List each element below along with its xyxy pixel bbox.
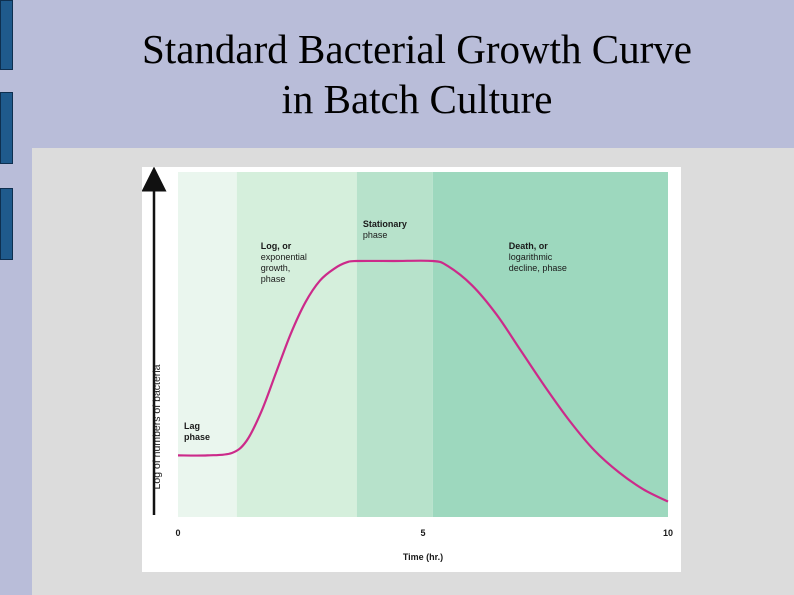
growth-curve-figure: Lag phase Log, or exponential growth, phase St… bbox=[141, 166, 681, 572]
phase-region-stationary bbox=[356, 172, 433, 517]
y-axis-label: Log of numbers of bacteria bbox=[151, 364, 163, 489]
x-axis-label: Time (hr.) bbox=[403, 552, 443, 562]
x-tick-label-5: 5 bbox=[420, 528, 425, 538]
slide-title-line-1: Standard Bacterial Growth Curve bbox=[142, 26, 692, 72]
phase-region-log bbox=[236, 172, 357, 517]
growth-curve-line bbox=[177, 259, 669, 503]
phase-label-death: Death, or logarithmic decline, phase bbox=[509, 241, 567, 273]
side-bar-bottom bbox=[0, 188, 13, 260]
phase-label-log: Log, or exponential growth, phase bbox=[261, 241, 307, 284]
phase-region-lag bbox=[178, 172, 237, 517]
slide-title-line-2: in Batch Culture bbox=[281, 76, 553, 122]
phase-label-lag: Lag phase bbox=[184, 421, 210, 442]
phase-label-stationary: Stationary phase bbox=[363, 219, 407, 240]
x-tick-label-10: 10 bbox=[663, 528, 673, 538]
growth-curve-chart: Lag phase Log, or exponential growth, phase St… bbox=[141, 166, 673, 562]
x-tick-label-0: 0 bbox=[175, 528, 180, 538]
slide-title: Standard Bacterial Growth Curve in Batch… bbox=[40, 24, 794, 124]
phase-region-death bbox=[432, 172, 668, 517]
side-bar-top bbox=[0, 0, 13, 70]
side-bar-middle bbox=[0, 92, 13, 164]
